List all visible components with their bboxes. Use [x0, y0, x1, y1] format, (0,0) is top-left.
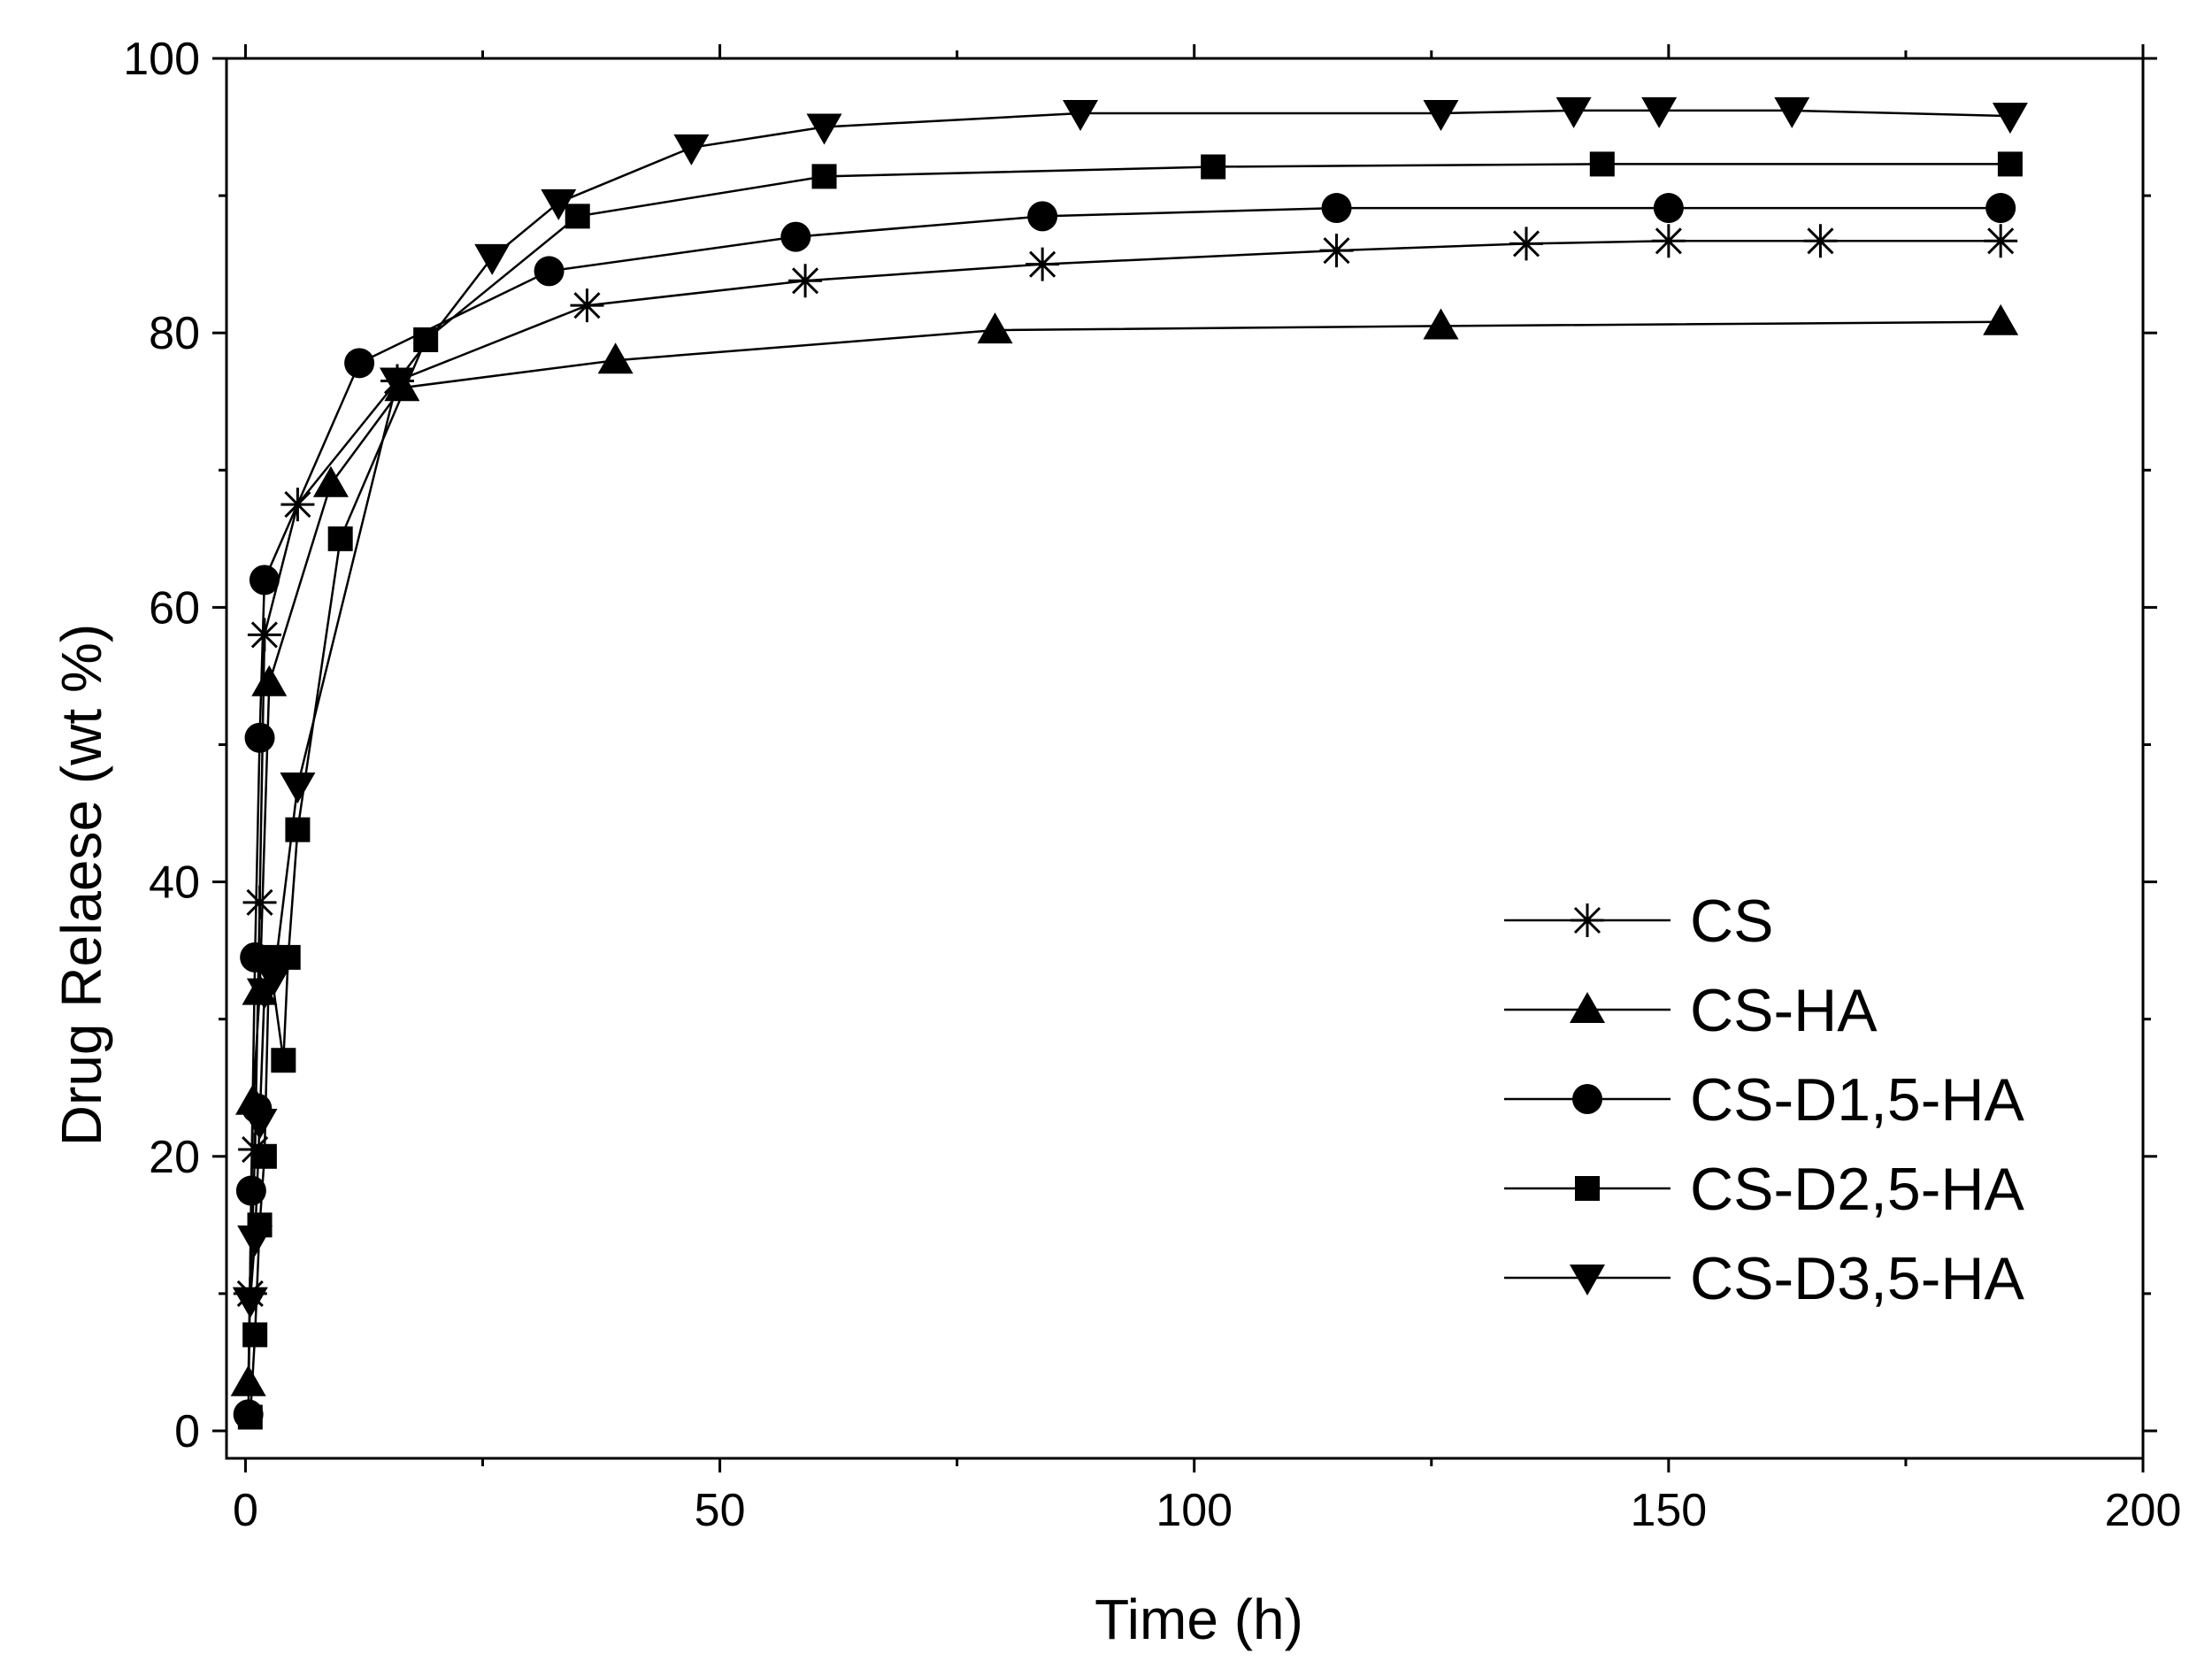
data-point — [1063, 100, 1099, 132]
legend-label: CS-D3,5-HA — [1690, 1245, 2024, 1312]
data-point — [1027, 201, 1058, 232]
data-point — [565, 204, 590, 229]
legend-marker — [1571, 903, 1604, 937]
x-axis-title: Time (h) — [1094, 1588, 1303, 1651]
data-point — [251, 665, 288, 696]
data-point — [1997, 151, 2023, 177]
legend-entry: CS-D2,5-HA — [1504, 1156, 2024, 1223]
legend-label: CS — [1690, 888, 1773, 955]
legend-marker — [1575, 1176, 1600, 1201]
data-point — [247, 618, 281, 652]
legend-entry: CS-D1,5-HA — [1504, 1066, 2024, 1134]
data-point — [1423, 100, 1459, 132]
data-point — [285, 817, 311, 842]
data-point — [1774, 96, 1810, 128]
series-cs — [233, 224, 2018, 1311]
data-point — [1651, 224, 1686, 258]
data-point — [327, 526, 353, 551]
data-point — [1025, 247, 1060, 281]
axis-tick-labels: 0 50 100 150 200 0 20 40 60 80 100 — [123, 34, 2181, 1536]
data-point — [232, 1287, 268, 1319]
legend-entry: CS-HA — [1504, 977, 1878, 1044]
data-point — [244, 722, 275, 753]
axis-ticks — [212, 44, 2157, 1472]
y-tick-label: 60 — [149, 582, 200, 634]
legend-marker — [1570, 1265, 1605, 1295]
data-point — [597, 342, 634, 374]
data-point — [1589, 151, 1615, 177]
y-tick-label: 20 — [149, 1132, 200, 1183]
series-cs-d3-5-ha — [232, 96, 2028, 1319]
data-point — [1555, 96, 1592, 128]
y-tick-label: 0 — [174, 1406, 200, 1457]
data-point — [977, 312, 1013, 344]
series-cs-d1-5-ha — [233, 193, 2016, 1430]
series-line — [249, 163, 2010, 1418]
data-point — [235, 1175, 266, 1206]
series-line — [247, 320, 2001, 1383]
data-point — [251, 1143, 277, 1169]
y-tick-label: 100 — [123, 34, 200, 85]
series-cs-ha — [230, 304, 2019, 1396]
x-tick-label: 150 — [1630, 1485, 1707, 1536]
legend-label: CS-D2,5-HA — [1690, 1156, 2024, 1223]
data-point — [242, 1109, 278, 1141]
data-point — [249, 565, 280, 596]
data-point — [1319, 234, 1354, 268]
data-point — [806, 113, 842, 145]
y-tick-label: 80 — [149, 308, 200, 359]
y-axis-title: Drug Relaese (wt %) — [50, 624, 113, 1146]
x-tick-label: 200 — [2105, 1485, 2182, 1536]
series-line — [249, 240, 2001, 1294]
data-point — [1201, 154, 1226, 180]
plot-area — [225, 57, 2145, 1460]
data-point — [312, 465, 349, 497]
legend-label: CS-HA — [1690, 977, 1878, 1044]
data-point — [237, 1404, 263, 1430]
data-point — [380, 367, 416, 399]
data-point — [1509, 227, 1544, 261]
y-tick-label: 40 — [149, 857, 200, 909]
data-point — [1803, 224, 1838, 258]
data-point — [1985, 193, 2016, 224]
data-point — [780, 221, 811, 252]
legend-entry: CS — [1504, 888, 1773, 955]
data-point — [570, 288, 604, 323]
data-point — [1984, 224, 2018, 258]
data-series — [230, 96, 2028, 1430]
legend-label: CS-D1,5-HA — [1690, 1066, 2024, 1134]
legend-marker — [1570, 992, 1605, 1023]
data-point — [242, 1322, 268, 1348]
x-tick-label: 0 — [233, 1485, 258, 1536]
data-point — [256, 965, 292, 996]
data-point — [237, 1225, 273, 1257]
data-point — [1983, 304, 2019, 335]
series-line — [247, 206, 2001, 1415]
data-point — [811, 164, 837, 189]
plot-frame — [225, 57, 2145, 1460]
data-point — [344, 348, 375, 379]
data-point — [1321, 193, 1352, 224]
data-point — [1423, 308, 1459, 340]
data-point — [271, 1048, 296, 1073]
legend-entry: CS-D3,5-HA — [1504, 1245, 2024, 1312]
data-point — [673, 134, 710, 165]
data-point — [534, 256, 565, 287]
data-point — [242, 885, 277, 919]
data-point — [1653, 193, 1684, 224]
data-point — [541, 188, 577, 220]
data-point — [280, 773, 316, 804]
x-tick-label: 50 — [695, 1485, 746, 1536]
data-point — [474, 243, 511, 275]
data-point — [1641, 96, 1678, 128]
legend: CS CS-HA CS-D1,5-HA CS-D2,5-HA CS-D3,5-HA — [1504, 888, 2024, 1312]
legend-marker — [1572, 1084, 1602, 1114]
data-point — [1992, 103, 2028, 135]
x-tick-label: 100 — [1156, 1485, 1233, 1536]
series-cs-d2-5-ha — [237, 151, 2023, 1430]
data-point — [788, 264, 823, 298]
